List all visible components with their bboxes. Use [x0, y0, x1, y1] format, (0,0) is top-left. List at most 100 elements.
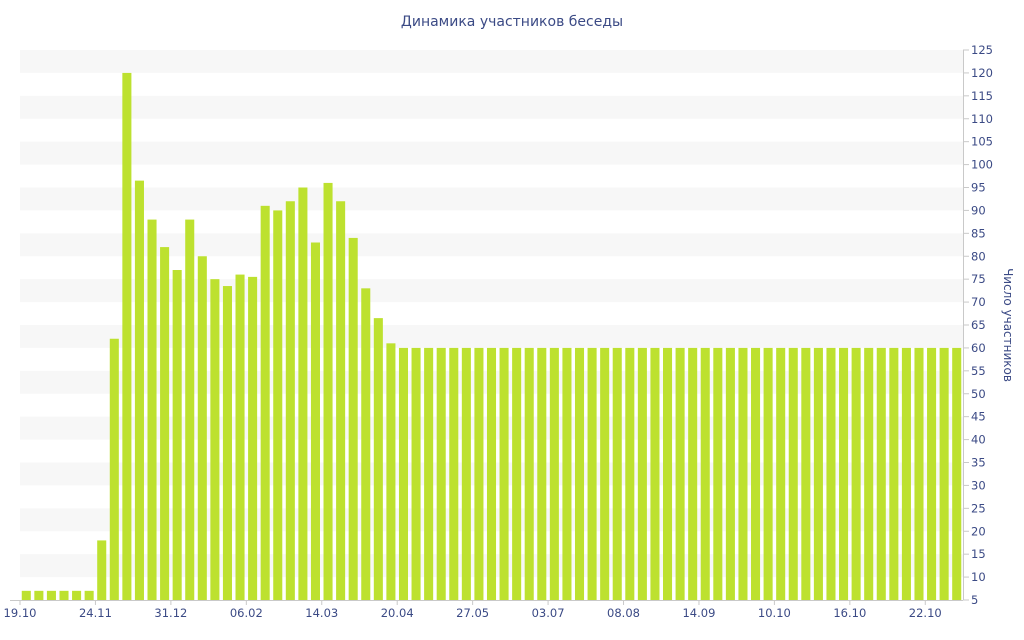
grid-band: [20, 95, 963, 119]
bar[interactable]: [801, 347, 811, 600]
bar[interactable]: [549, 347, 559, 600]
y-tick-label: 75: [971, 272, 986, 286]
y-tick-label: 60: [971, 341, 986, 355]
bar[interactable]: [411, 347, 421, 600]
y-tick-label: 10: [971, 570, 986, 584]
bar[interactable]: [285, 201, 295, 600]
bar[interactable]: [637, 347, 647, 600]
bar[interactable]: [650, 347, 660, 600]
bar[interactable]: [600, 347, 610, 600]
bar[interactable]: [486, 347, 497, 600]
bar[interactable]: [738, 347, 748, 600]
bar[interactable]: [59, 590, 69, 600]
grid-band: [20, 141, 963, 165]
bar[interactable]: [248, 276, 258, 600]
x-tick-label: 10.10: [758, 606, 791, 620]
bar[interactable]: [336, 201, 346, 600]
bar[interactable]: [373, 318, 383, 600]
bar[interactable]: [751, 347, 761, 600]
bar[interactable]: [524, 347, 534, 600]
x-tick-label: 14.03: [305, 606, 338, 620]
bar[interactable]: [675, 347, 685, 600]
bar[interactable]: [474, 347, 484, 600]
bar[interactable]: [725, 347, 735, 600]
bar[interactable]: [398, 347, 409, 600]
bar[interactable]: [876, 347, 886, 600]
bar[interactable]: [851, 347, 861, 600]
x-tick-label: 06.02: [230, 606, 263, 620]
bar[interactable]: [222, 286, 232, 600]
bar[interactable]: [386, 343, 396, 600]
bar[interactable]: [763, 347, 773, 600]
x-tick-label: 24.11: [79, 606, 112, 620]
bar[interactable]: [424, 347, 434, 600]
bar[interactable]: [260, 205, 270, 601]
bar[interactable]: [562, 347, 572, 600]
bar[interactable]: [713, 347, 723, 600]
bar[interactable]: [587, 347, 597, 600]
bar[interactable]: [449, 347, 459, 600]
bar[interactable]: [776, 347, 786, 600]
bar[interactable]: [813, 347, 823, 600]
bar[interactable]: [34, 590, 44, 600]
bar[interactable]: [612, 347, 622, 600]
bar[interactable]: [122, 72, 132, 600]
bar[interactable]: [939, 347, 949, 600]
y-tick-label: 105: [971, 135, 993, 149]
bar[interactable]: [210, 279, 220, 600]
bar[interactable]: [952, 347, 962, 600]
y-tick-label: 80: [971, 249, 986, 263]
y-tick-label: 20: [971, 524, 986, 538]
y-tick-label: 95: [971, 181, 986, 195]
bar[interactable]: [109, 338, 119, 600]
bar[interactable]: [348, 237, 358, 600]
bar[interactable]: [927, 347, 937, 600]
bars: [21, 72, 962, 601]
bar[interactable]: [310, 242, 320, 601]
bar[interactable]: [72, 590, 82, 600]
bar[interactable]: [839, 347, 849, 600]
bar[interactable]: [84, 590, 94, 600]
bar[interactable]: [512, 347, 522, 600]
bar[interactable]: [273, 210, 283, 600]
x-tick-label: 16.10: [833, 606, 866, 620]
bar[interactable]: [663, 347, 673, 600]
y-tick-label: 90: [971, 203, 986, 217]
bar[interactable]: [574, 347, 585, 600]
bar[interactable]: [185, 219, 195, 601]
bar[interactable]: [901, 347, 911, 600]
bar[interactable]: [46, 590, 56, 600]
x-tick-label: 31.12: [154, 606, 187, 620]
bar[interactable]: [688, 347, 698, 600]
bar[interactable]: [21, 590, 31, 600]
y-tick-label: 115: [971, 89, 993, 103]
y-tick-label: 40: [971, 433, 986, 447]
bar[interactable]: [97, 540, 107, 600]
bar[interactable]: [864, 347, 874, 600]
bar[interactable]: [436, 347, 446, 600]
bar[interactable]: [826, 347, 836, 600]
bar[interactable]: [147, 219, 157, 601]
y-tick-label: 65: [971, 318, 986, 332]
bar[interactable]: [461, 347, 471, 600]
x-ticks: 19.10 24.11 31.12 06.02 14.03 20.04 27.05 03.07…: [4, 600, 942, 620]
y-tick-label: 55: [971, 364, 986, 378]
bar[interactable]: [134, 180, 144, 600]
bar[interactable]: [914, 347, 924, 600]
bar[interactable]: [889, 347, 899, 600]
y-axis: 5 10 15 20 25 30 35 40 45 50 55 60 65 70 75 80 85 90 95 100…: [963, 43, 993, 607]
bar[interactable]: [160, 247, 170, 601]
bar[interactable]: [197, 256, 207, 600]
bar[interactable]: [700, 347, 710, 600]
bar[interactable]: [361, 288, 371, 600]
y-tick-label: 25: [971, 501, 986, 515]
bar[interactable]: [537, 347, 547, 600]
bar[interactable]: [788, 347, 798, 600]
bar[interactable]: [298, 187, 308, 601]
bar[interactable]: [235, 274, 245, 600]
bar[interactable]: [323, 182, 333, 600]
bar[interactable]: [625, 347, 635, 600]
bar[interactable]: [499, 347, 509, 600]
bar[interactable]: [172, 270, 182, 600]
